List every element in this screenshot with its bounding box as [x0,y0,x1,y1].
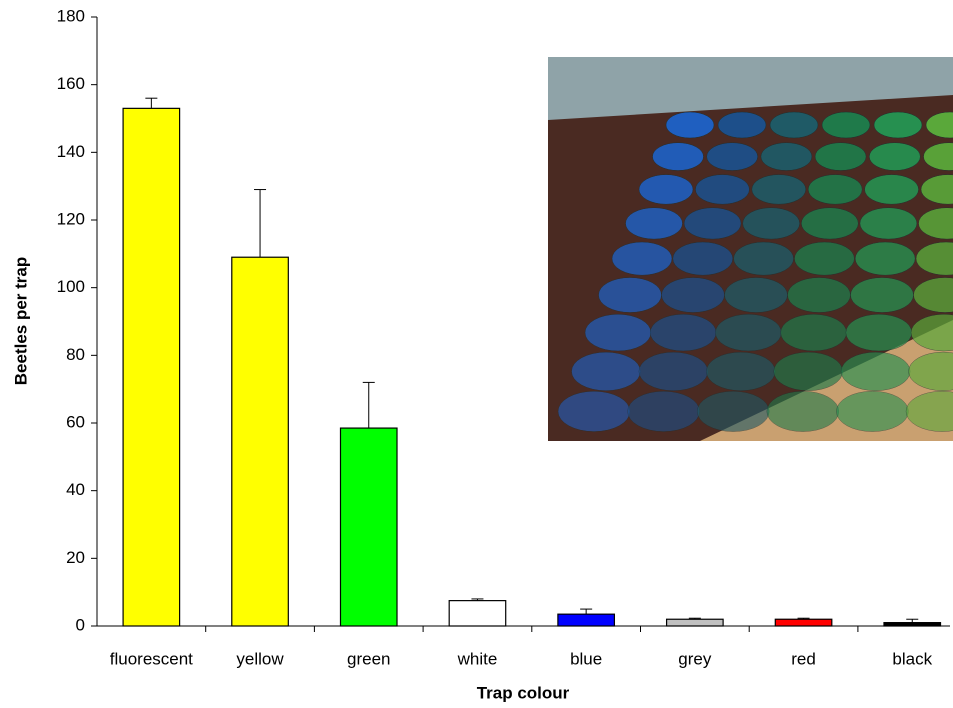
photo-disc [801,208,858,239]
y-tick-label: 0 [76,615,85,634]
bar [123,108,180,626]
photo-disc [628,391,700,431]
x-tick-label: green [347,649,390,668]
bar [232,257,289,626]
y-tick-label: 160 [57,74,85,93]
photo-disc [734,242,794,275]
photo-disc [770,112,818,138]
photo-disc [715,314,781,351]
photo-disc [752,175,806,205]
x-tick-label: yellow [236,649,284,668]
bar [340,428,397,626]
photo-disc [794,242,854,275]
y-tick-label: 120 [57,209,85,228]
photo-disc [639,175,693,205]
photo-disc [855,242,915,275]
photo-disc [650,314,716,351]
y-tick-label: 140 [57,142,85,161]
photo-disc [673,242,733,275]
y-tick-label: 20 [66,548,85,567]
photo-disc [767,391,839,431]
photo-disc [761,143,812,171]
y-axis-label: Beetles per trap [11,257,30,386]
photo-disc [599,278,662,313]
photo-disc [612,242,672,275]
photo-disc [841,352,910,391]
y-tick-label: 40 [66,480,85,499]
photo-disc [653,143,704,171]
photo-disc [725,278,788,313]
photo-disc [781,314,847,351]
photo-disc [639,352,708,391]
photo-disc [851,278,914,313]
x-tick-label: blue [570,649,602,668]
photo-disc [815,143,866,171]
x-tick-label: fluorescent [110,649,193,668]
photo-disc [808,175,862,205]
photo-disc [822,112,870,138]
y-tick-label: 60 [66,412,85,431]
bar [667,619,724,626]
photo-disc [706,352,775,391]
photo-disc [695,175,749,205]
x-tick-label: black [892,649,932,668]
photo-disc [626,208,683,239]
x-tick-label: grey [678,649,712,668]
bar [884,623,941,626]
bar [449,601,506,626]
y-tick-label: 80 [66,345,85,364]
photo-disc [718,112,766,138]
y-tick-label: 180 [57,6,85,25]
photo-disc [662,278,725,313]
photo-disc [836,391,908,431]
photo-disc [865,175,919,205]
photo-disc [666,112,714,138]
photo-disc [697,391,769,431]
photo-disc [860,208,917,239]
x-tick-label: white [457,649,498,668]
photo-disc [846,314,912,351]
photo-disc [684,208,741,239]
chart: Trap colour Beetles per trap 0 20 40 60 80 10… [0,0,953,708]
photo-disc [558,391,630,431]
photo-disc [743,208,800,239]
photo-disc [774,352,843,391]
bar [775,619,832,626]
photo-disc [572,352,641,391]
photo-disc [874,112,922,138]
photo-disc [869,143,920,171]
y-tick-label: 100 [57,277,85,296]
x-tick-label: red [791,649,816,668]
photo-disc [788,278,851,313]
x-axis-label: Trap colour [477,683,570,702]
bar [558,614,615,626]
inset-photo [548,57,953,441]
photo-disc [585,314,651,351]
photo-disc [707,143,758,171]
